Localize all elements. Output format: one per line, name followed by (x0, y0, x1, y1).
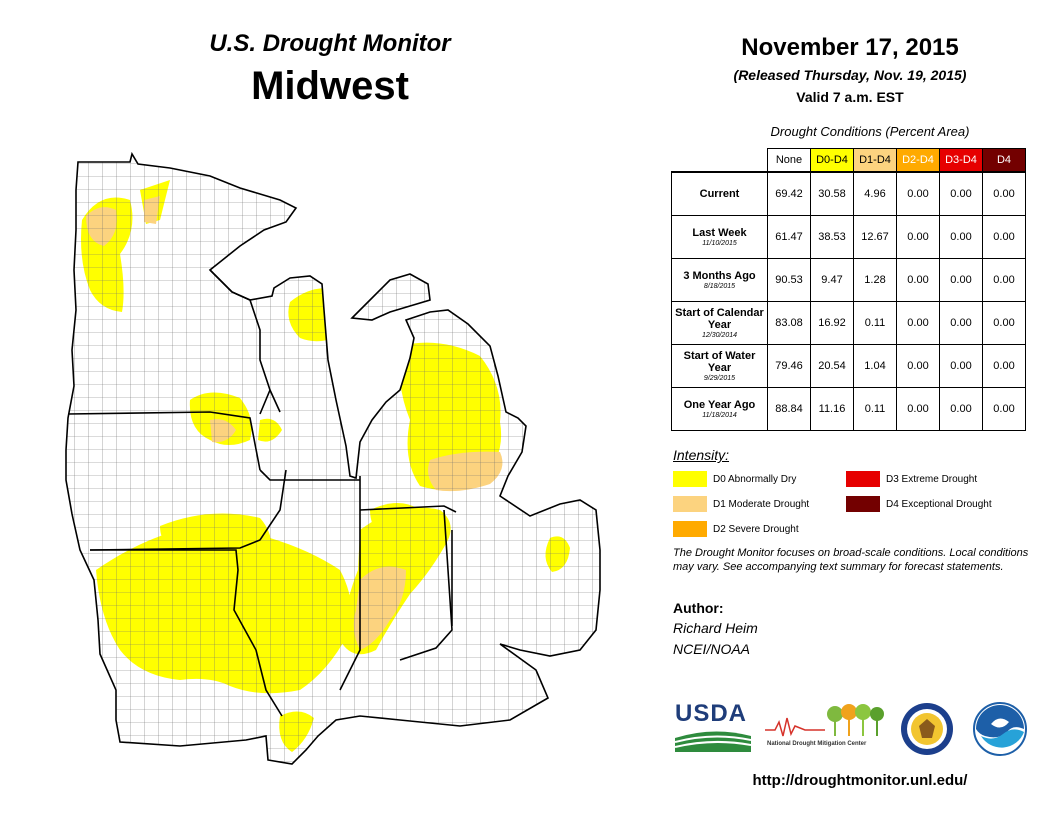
conditions-title: Drought Conditions (Percent Area) (770, 124, 970, 139)
table-cell: 0.00 (939, 301, 983, 345)
table-cell: 0.00 (982, 344, 1026, 388)
table-cell: 0.11 (853, 301, 897, 345)
table-row: 3 Months Ago 8/18/2015 90.53 9.47 1.28 0.00 0.… (671, 258, 1026, 302)
table-cell: 79.46 (767, 344, 811, 388)
legend-label-d0: D0 Abnormally Dry (713, 474, 797, 485)
col-header: D4 (982, 148, 1026, 173)
table-cell: 1.04 (853, 344, 897, 388)
map-date: November 17, 2015 (741, 34, 959, 61)
col-header: None (767, 148, 811, 173)
legend-swatch-d2 (673, 521, 707, 537)
row-date: 11/18/2014 (702, 411, 737, 419)
table-cell: 61.47 (767, 215, 811, 259)
table-cell: 90.53 (767, 258, 811, 302)
col-header: D3-D4 (939, 148, 983, 173)
usda-logo: USDA (675, 700, 748, 727)
usda-logo-field-icon (675, 731, 751, 752)
table-cell: 0.00 (896, 171, 940, 216)
table-cell: 0.00 (896, 387, 940, 431)
table-cell: 0.11 (853, 387, 897, 431)
table-cell: 0.00 (939, 387, 983, 431)
drought-conditions-table: None D0-D4 D1-D4 D2-D4 D3-D4 D4 Current 6… (671, 148, 1026, 431)
table-cell: 0.00 (982, 215, 1026, 259)
row-label: Last Week 11/10/2015 (671, 215, 768, 259)
row-label: Start of Water Year 9/29/2015 (671, 344, 768, 388)
midwest-drought-map (65, 151, 601, 765)
row-label-text: One Year Ago (683, 398, 756, 411)
table-cell: 0.00 (982, 301, 1026, 345)
table-cell: 20.54 (810, 344, 854, 388)
program-title: U.S. Drought Monitor (209, 30, 451, 57)
table-row: Current 69.42 30.58 4.96 0.00 0.00 0.00 (671, 171, 1026, 216)
website-url[interactable]: http://droughtmonitor.unl.edu/ (752, 772, 968, 789)
table-cell: 16.92 (810, 301, 854, 345)
disclaimer-note: The Drought Monitor focuses on broad-sca… (673, 547, 1029, 573)
table-cell: 12.67 (853, 215, 897, 259)
table-cell: 1.28 (853, 258, 897, 302)
row-label: 3 Months Ago 8/18/2015 (671, 258, 768, 302)
legend-label-d3: D3 Extreme Drought (886, 474, 978, 485)
noaa-logo-icon (973, 702, 1027, 756)
col-header: D1-D4 (853, 148, 897, 173)
row-label-text: Start of Calendar Year (675, 306, 764, 331)
author-name: Richard Heim (673, 620, 758, 636)
row-label: Start of Calendar Year 12/30/2014 (671, 301, 768, 345)
table-row: Last Week 11/10/2015 61.47 38.53 12.67 0.00 0.… (671, 215, 1026, 259)
table-cell: 11.16 (810, 387, 854, 431)
ndmc-logo-text: National Drought Mitigation Center (767, 741, 867, 747)
table-cell: 0.00 (982, 258, 1026, 302)
table-cell: 0.00 (982, 387, 1026, 431)
row-label-text: Current (699, 188, 740, 200)
row-label-text: Last Week (692, 226, 747, 239)
table-cell: 0.00 (896, 344, 940, 388)
author-org: NCEI/NOAA (673, 641, 751, 657)
row-label: One Year Ago 11/18/2014 (671, 387, 768, 431)
row-label: Current (671, 171, 768, 216)
table-cell: 0.00 (939, 258, 983, 302)
row-date: 9/29/2015 (703, 374, 736, 382)
table-corner (671, 148, 768, 173)
row-date: 12/30/2014 (701, 331, 738, 339)
table-cell: 0.00 (896, 301, 940, 345)
legend-label-d2: D2 Severe Drought (713, 524, 799, 535)
row-label-text: 3 Months Ago (683, 269, 756, 282)
table-cell: 9.47 (810, 258, 854, 302)
table-cell: 4.96 (853, 171, 897, 216)
legend-swatch-d0 (673, 471, 707, 487)
valid-time: Valid 7 a.m. EST (796, 89, 904, 105)
table-cell: 38.53 (810, 215, 854, 259)
row-date: 11/10/2015 (702, 239, 737, 247)
row-date: 8/18/2015 (703, 282, 736, 290)
table-cell: 0.00 (939, 344, 983, 388)
legend-swatch-d3 (846, 471, 880, 487)
legend-title: Intensity: (673, 447, 730, 463)
commerce-seal-icon (901, 703, 953, 755)
legend-label-d4: D4 Exceptional Drought (886, 499, 992, 510)
table-row: Start of Calendar Year 12/30/2014 83.08 16.… (671, 301, 1026, 345)
table-cell: 0.00 (982, 171, 1026, 216)
region-title: Midwest (251, 64, 409, 108)
legend-label-d1: D1 Moderate Drought (713, 499, 810, 510)
table-cell: 83.08 (767, 301, 811, 345)
table-cell: 0.00 (896, 258, 940, 302)
row-label-text: Start of Water Year (683, 349, 756, 374)
table-cell: 69.42 (767, 171, 811, 216)
author-heading: Author: (673, 600, 724, 616)
legend-swatch-d1 (673, 496, 707, 512)
table-cell: 88.84 (767, 387, 811, 431)
ndmc-logo-icon (765, 704, 884, 737)
release-date: (Released Thursday, Nov. 19, 2015) (733, 67, 967, 83)
legend-swatch-d4 (846, 496, 880, 512)
table-cell: 0.00 (896, 215, 940, 259)
table-cell: 0.00 (939, 215, 983, 259)
table-row: Start of Water Year 9/29/2015 79.46 20.54 1.… (671, 344, 1026, 388)
col-header: D0-D4 (810, 148, 854, 173)
col-header: D2-D4 (896, 148, 940, 173)
table-cell: 30.58 (810, 171, 854, 216)
table-row: One Year Ago 11/18/2014 88.84 11.16 0.11 0.00… (671, 387, 1026, 431)
table-cell: 0.00 (939, 171, 983, 216)
